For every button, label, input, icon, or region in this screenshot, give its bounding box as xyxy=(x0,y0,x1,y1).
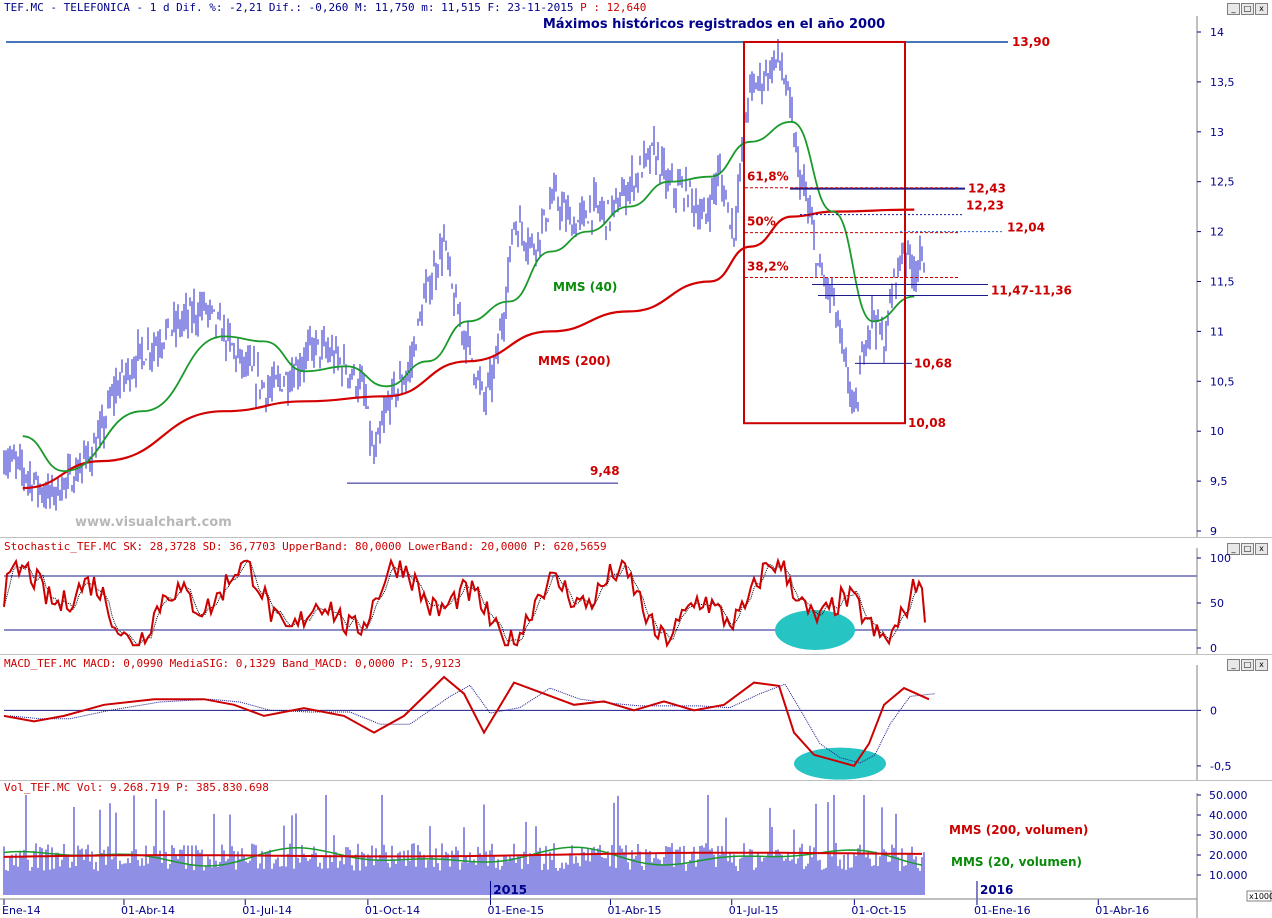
volume-header: Vol_TEF.MC Vol: 9.268.719 P: 385.830.698 xyxy=(4,782,269,794)
mms200-line xyxy=(22,208,915,490)
macd-restore-button[interactable]: □ xyxy=(1241,659,1254,671)
stoch-tick-label: 50 xyxy=(1210,597,1224,610)
mms40-line xyxy=(22,120,915,473)
mms40-label: MMS (40) xyxy=(553,280,617,294)
price-close-button[interactable]: x xyxy=(1255,3,1268,15)
stoch-minimize-button[interactable]: _ xyxy=(1227,543,1240,555)
vol-tick-label: 10.000 xyxy=(1209,869,1248,882)
date-tick-label: Ene-14 xyxy=(2,904,41,917)
price-tick-label: 10 xyxy=(1210,425,1224,438)
price-header-text: TEF.MC - TELEFONICA - 1 d Dif. %: -2,21 … xyxy=(4,1,581,14)
stoch-sd-line xyxy=(3,560,926,646)
price-panel[interactable]: TEF.MC - TELEFONICA - 1 d Dif. %: -2,21 … xyxy=(0,0,1272,537)
date-tick-label: 01-Abr-14 xyxy=(121,904,175,917)
stochastic-panel[interactable]: Stochastic_TEF.MC SK: 28,3728 SD: 36,770… xyxy=(0,537,1272,655)
macd-tick-label: -0,5 xyxy=(1210,760,1231,773)
date-tick-label: 01-Ene-15 xyxy=(487,904,544,917)
price-chart: Máximos históricos registrados en el año… xyxy=(3,16,1235,537)
macd-panel[interactable]: MACD_TEF.MC MACD: 0,0990 MediaSIG: 0,132… xyxy=(0,654,1272,781)
price-minimize-button[interactable]: _ xyxy=(1227,3,1240,15)
fib-label: 61,8% xyxy=(747,170,789,184)
price-tick-label: 12 xyxy=(1210,226,1224,239)
vol-mms200-line xyxy=(3,851,922,858)
year-label: 2016 xyxy=(980,883,1013,897)
price-tick-label: 10,5 xyxy=(1210,375,1235,388)
stoch-close-button[interactable]: x xyxy=(1255,543,1268,555)
date-tick-label: 01-Abr-16 xyxy=(1095,904,1149,917)
level-label-12-23: 12,23 xyxy=(966,199,1004,213)
date-tick-label: 01-Oct-15 xyxy=(851,904,906,917)
price-tick-label: 9 xyxy=(1210,525,1217,537)
date-tick-label: 01-Oct-14 xyxy=(365,904,420,917)
price-tick-label: 14 xyxy=(1210,26,1224,39)
price-tick-label: 11,5 xyxy=(1210,276,1235,289)
level-label-13-90: 13,90 xyxy=(1012,35,1050,49)
date-tick-label: 01-Jul-15 xyxy=(729,904,779,917)
level-label-11-47-11-36: 11,47-11,36 xyxy=(991,283,1072,297)
fib-label: 38,2% xyxy=(747,260,789,274)
fib-label: 50% xyxy=(747,215,776,229)
macd-line xyxy=(3,675,930,768)
price-header-p: P : 12,640 xyxy=(580,1,647,14)
macd-highlight-ellipse xyxy=(794,747,886,780)
price-restore-button[interactable]: □ xyxy=(1241,3,1254,15)
vol-tick-label: 50.000 xyxy=(1209,789,1248,802)
macd-header-text: MACD_TEF.MC MACD: 0,0990 MediaSIG: 0,132… xyxy=(4,657,461,670)
stoch-highlight-ellipse xyxy=(775,610,855,650)
macd-chart: 0 -0,5 xyxy=(3,665,1231,781)
level-label-10-68: 10,68 xyxy=(914,356,952,370)
price-tick-label: 11 xyxy=(1210,325,1224,338)
volume-panel[interactable]: Vol_TEF.MC Vol: 9.268.719 P: 385.830.698… xyxy=(0,780,1272,918)
vol-tick-label: 30.000 xyxy=(1209,829,1248,842)
volume-header-text: Vol_TEF.MC Vol: 9.268.719 P: 385.830.698 xyxy=(4,781,269,794)
vol-unit-box xyxy=(1246,890,1272,902)
mms200-label: MMS (200) xyxy=(538,354,611,368)
stoch-restore-button[interactable]: □ xyxy=(1241,543,1254,555)
level-label-12-43: 12,43 xyxy=(968,182,1006,196)
watermark: www.visualchart.com xyxy=(75,515,232,530)
price-tick-label: 13 xyxy=(1210,126,1224,139)
level-label-10-08: 10,08 xyxy=(908,416,946,430)
price-tick-label: 9,5 xyxy=(1210,475,1228,488)
chart-title: Máximos históricos registrados en el año… xyxy=(543,17,885,32)
stochastic-header-text: Stochastic_TEF.MC SK: 28,3728 SD: 36,770… xyxy=(4,540,607,553)
year-label: 2015 xyxy=(493,883,526,897)
price-header: TEF.MC - TELEFONICA - 1 d Dif. %: -2,21 … xyxy=(4,2,646,14)
vol-mms200-label: MMS (200, volumen) xyxy=(949,823,1088,837)
macd-minimize-button[interactable]: _ xyxy=(1227,659,1240,671)
vol-tick-label: 40.000 xyxy=(1209,809,1248,822)
macd-tick-label: 0 xyxy=(1210,704,1217,717)
volume-chart: MMS (200, volumen) MMS (20, volumen) 50.00… xyxy=(0,789,1272,918)
date-tick-label: 01-Jul-14 xyxy=(242,904,292,917)
level-label-12-04: 12,04 xyxy=(1007,221,1045,235)
stoch-tick-label: 0 xyxy=(1210,642,1217,655)
vol-tick-label: 20.000 xyxy=(1209,849,1248,862)
vol-mms20-label: MMS (20, volumen) xyxy=(951,855,1082,869)
stoch-sk-line xyxy=(3,557,926,649)
date-tick-label: 01-Ene-16 xyxy=(974,904,1031,917)
stochastic-header: Stochastic_TEF.MC SK: 28,3728 SD: 36,770… xyxy=(4,541,607,553)
level-label-9-48: 9,48 xyxy=(590,464,620,478)
macd-header: MACD_TEF.MC MACD: 0,0990 MediaSIG: 0,132… xyxy=(4,658,461,670)
vol-unit-label: x1000 xyxy=(1249,892,1272,901)
macd-close-button[interactable]: x xyxy=(1255,659,1268,671)
price-tick-label: 13,5 xyxy=(1210,76,1235,89)
stochastic-chart: 100 50 0 xyxy=(3,548,1231,655)
stoch-tick-label: 100 xyxy=(1210,552,1231,565)
price-tick-label: 12,5 xyxy=(1210,176,1235,189)
macd-signal-line xyxy=(9,683,936,764)
vol-mms20-line xyxy=(3,846,923,867)
date-tick-label: 01-Abr-15 xyxy=(607,904,661,917)
